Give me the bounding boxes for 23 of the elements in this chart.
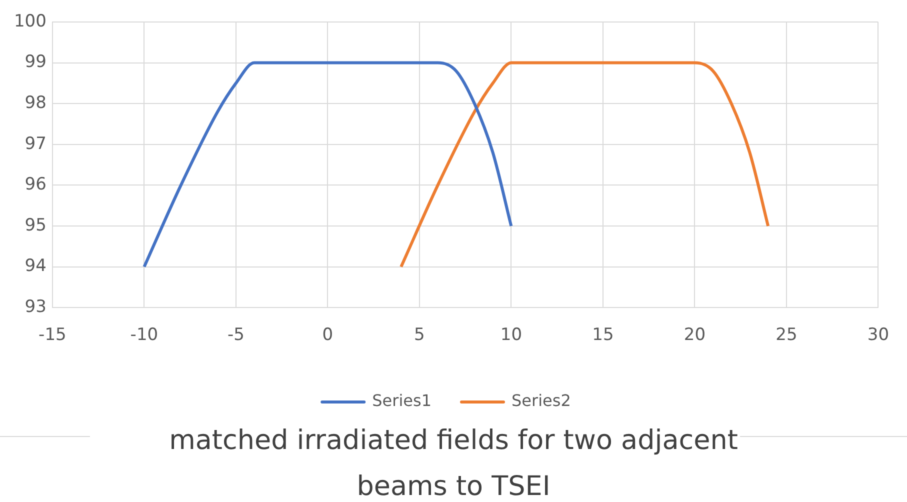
x-tick-label: 15 [592,325,614,346]
y-tick-label: 100 [14,11,46,32]
line-series [142,61,513,268]
y-tick-label: 94 [24,256,46,276]
x-tick-label: -15 [38,325,66,346]
line-series [400,61,770,268]
x-tick-label: 30 [867,325,890,346]
y-tick-label: 95 [24,215,46,236]
legend-label: Series2 [512,391,571,410]
x-tick-label: -5 [227,325,244,346]
x-tick-label: 5 [414,325,425,346]
legend-label: Series1 [372,391,432,410]
y-tick-label: 99 [24,52,46,72]
y-tick-label: 93 [24,297,46,318]
x-tick-label: 10 [500,325,522,346]
y-tick-label: 96 [24,174,46,195]
text: matched irradiated fields for two adjacent beams to TSEI [168,424,739,502]
y-tick-label: 98 [24,93,46,114]
y-tick-label: 97 [24,134,46,154]
x-tick-label: -10 [130,325,158,346]
x-tick-label: 25 [776,325,798,346]
x-tick-label: 0 [322,325,334,346]
x-tick-label: 20 [684,325,706,346]
